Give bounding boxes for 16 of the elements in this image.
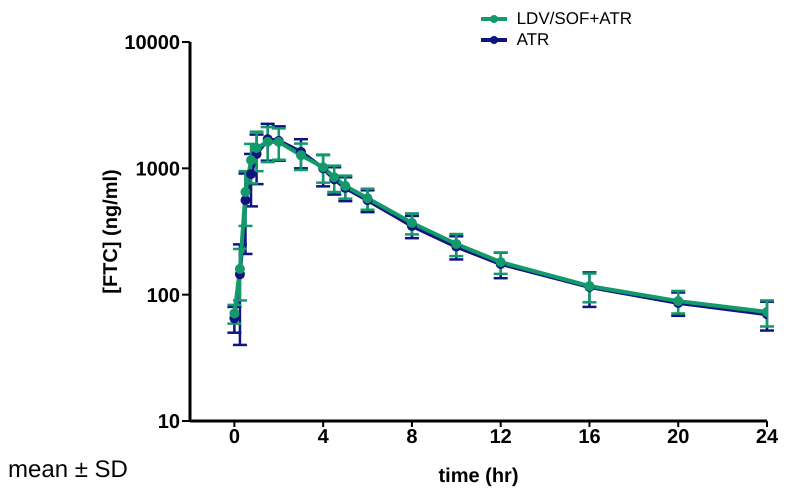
x-tick-label: 8 [406,426,418,448]
x-tick-label: 24 [756,426,779,448]
x-tick-label: 4 [318,426,330,448]
y-axis-title: [FTC] (ng/ml) [100,169,122,294]
x-axis-title: time (hr) [438,465,518,487]
y-tick-label: 10 [158,411,180,434]
x-tick-label: 16 [578,426,601,448]
y-tick-label: 10000 [124,32,180,54]
legend-label: ATR [516,30,550,50]
legend-label: LDV/SOF+ATR [516,9,632,29]
x-tick-label: 20 [667,426,690,448]
x-tick-label: 0 [228,426,240,448]
y-tick-label: 1000 [136,158,180,180]
x-tick-label: 12 [490,426,512,448]
text: mean ± SD [8,456,128,484]
y-tick-label: 100 [146,284,180,307]
